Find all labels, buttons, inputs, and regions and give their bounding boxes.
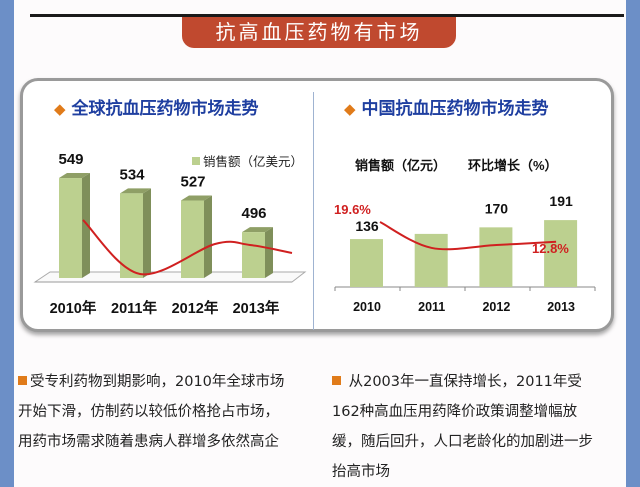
note-line: 用药市场需求随着患病人群增多依然高企: [18, 434, 279, 450]
note-line: 抬高市场: [332, 464, 390, 480]
note-line: 缓，随后回升，人口老龄化的加剧进一步: [332, 434, 593, 450]
trend-line: [82, 219, 293, 276]
right-notes: 从2003年一直保持增长，2011年受 162种高血压用药降价政策调整增幅放 缓…: [332, 367, 593, 487]
bar-side: [82, 173, 90, 278]
bar: [414, 233, 448, 287]
legend-swatch: [192, 157, 200, 165]
growth-label: 19.6%: [334, 202, 371, 217]
x-tick-label: 2013: [547, 300, 575, 314]
x-tick-label: 2011: [418, 300, 445, 314]
bar: [120, 193, 143, 278]
x-tick-label: 2010: [353, 300, 381, 314]
left-panel-title: ◆ 全球抗血压药物市场走势: [54, 94, 259, 119]
note-line: 从2003年一直保持增长，2011年受: [344, 374, 582, 390]
legend-label: 销售额（亿美元）: [203, 154, 303, 169]
bar-side: [204, 195, 212, 278]
right-panel-title-text: 中国抗血压药物市场走势: [361, 99, 549, 119]
data-label: 191: [549, 193, 573, 209]
diamond-icon: ◆: [344, 100, 356, 118]
bar-top: [120, 188, 151, 194]
right-panel-title: ◆ 中国抗血压药物市场走势: [344, 94, 549, 119]
x-tick-label: 2011年: [111, 299, 157, 317]
bar-side: [265, 227, 273, 278]
bar-top: [242, 227, 273, 233]
data-label: 549: [58, 151, 83, 168]
charts-card: [20, 78, 614, 332]
top-divider: [30, 14, 624, 17]
bar-top: [59, 173, 90, 179]
note-line: 162种高血压用药降价政策调整增幅放: [332, 404, 578, 420]
data-label: 527: [180, 173, 205, 190]
header-label: 环比增长（%）: [468, 158, 558, 173]
left-panel-title-text: 全球抗血压药物市场走势: [71, 99, 259, 119]
x-tick-label: 2010年: [50, 299, 97, 317]
bar: [544, 220, 578, 287]
header-label: 销售额（亿元）: [355, 158, 446, 173]
bullet-icon: [18, 376, 27, 385]
growth-label: 12.8%: [532, 241, 569, 256]
panel-divider: [313, 92, 314, 330]
diamond-icon: ◆: [54, 100, 66, 118]
data-label: 496: [241, 205, 266, 222]
data-label: 534: [119, 166, 145, 183]
bar: [59, 178, 82, 278]
note-line: 受专利药物到期影响，2010年全球市场: [30, 374, 285, 390]
banner-title: 抗高血压药物有市场: [182, 17, 456, 48]
bar: [181, 200, 204, 278]
x-tick-label: 2012: [482, 300, 510, 314]
growth-line: [379, 221, 557, 251]
bar: [479, 227, 513, 287]
bullet-icon: [332, 376, 341, 385]
x-tick-label: 2012年: [172, 299, 219, 317]
bar-top: [181, 195, 212, 201]
data-label: 170: [485, 200, 509, 216]
data-label: 136: [355, 218, 379, 234]
bar: [242, 232, 265, 278]
left-notes: 受专利药物到期影响，2010年全球市场 开始下滑，仿制药以较低价格抢占市场， 用…: [18, 367, 284, 457]
x-tick-label: 2013年: [233, 299, 280, 317]
bar: [350, 239, 383, 287]
note-line: 开始下滑，仿制药以较低价格抢占市场，: [18, 404, 279, 420]
bar-side: [143, 188, 151, 278]
